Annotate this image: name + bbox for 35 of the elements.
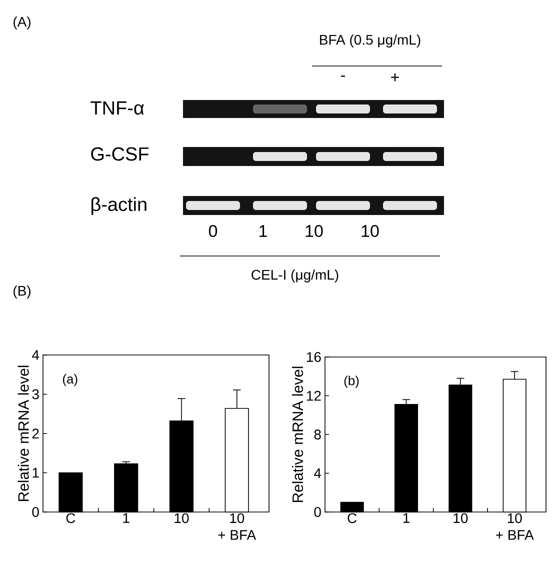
y-tick-label: 12 — [306, 390, 321, 401]
text: 10 — [306, 224, 323, 238]
y-tick-label: 8 — [314, 430, 321, 440]
text: 0 — [208, 224, 218, 238]
text: CEL-I (μg/mL) — [252, 269, 338, 283]
text: 10 — [362, 224, 379, 238]
x-tick-label: 10 — [454, 513, 468, 524]
x-tick-label: 1 — [403, 513, 410, 523]
text: (B) — [14, 285, 30, 299]
y-tick-label: 0 — [314, 507, 321, 517]
y-tick-label: 3 — [32, 389, 39, 400]
y-axis-title: Relative mRNA level — [18, 366, 29, 502]
text: TNF-α — [90, 101, 144, 115]
text: (A) — [14, 16, 30, 30]
y-axis-title: Relative mRNA level — [292, 366, 304, 502]
text: β-actin — [92, 197, 146, 215]
y-tick-label: 1 — [32, 468, 39, 478]
y-tick-label: 4 — [32, 350, 40, 360]
annotation: (a) — [62, 374, 78, 386]
text: G-CSF — [91, 147, 149, 161]
annotation: (b) — [344, 376, 359, 388]
x-tick-label: 1 — [123, 513, 130, 523]
x-tick-label: 10 + BFA — [496, 513, 534, 540]
y-tick-label: 2 — [32, 428, 39, 438]
x-tick-label: C — [348, 513, 357, 524]
y-tick-label: 16 — [306, 352, 321, 362]
text: + — [391, 73, 399, 82]
text: BFA (0.5 μg/mL) — [320, 34, 420, 48]
text: - — [341, 76, 345, 77]
y-tick-label: 0 — [32, 507, 39, 517]
text: 1 — [260, 225, 267, 237]
x-tick-label: 10 — [174, 513, 189, 524]
x-tick-label: C — [66, 513, 76, 524]
y-tick-label: 4 — [314, 468, 322, 478]
x-tick-label: 10 + BFA — [218, 513, 256, 540]
